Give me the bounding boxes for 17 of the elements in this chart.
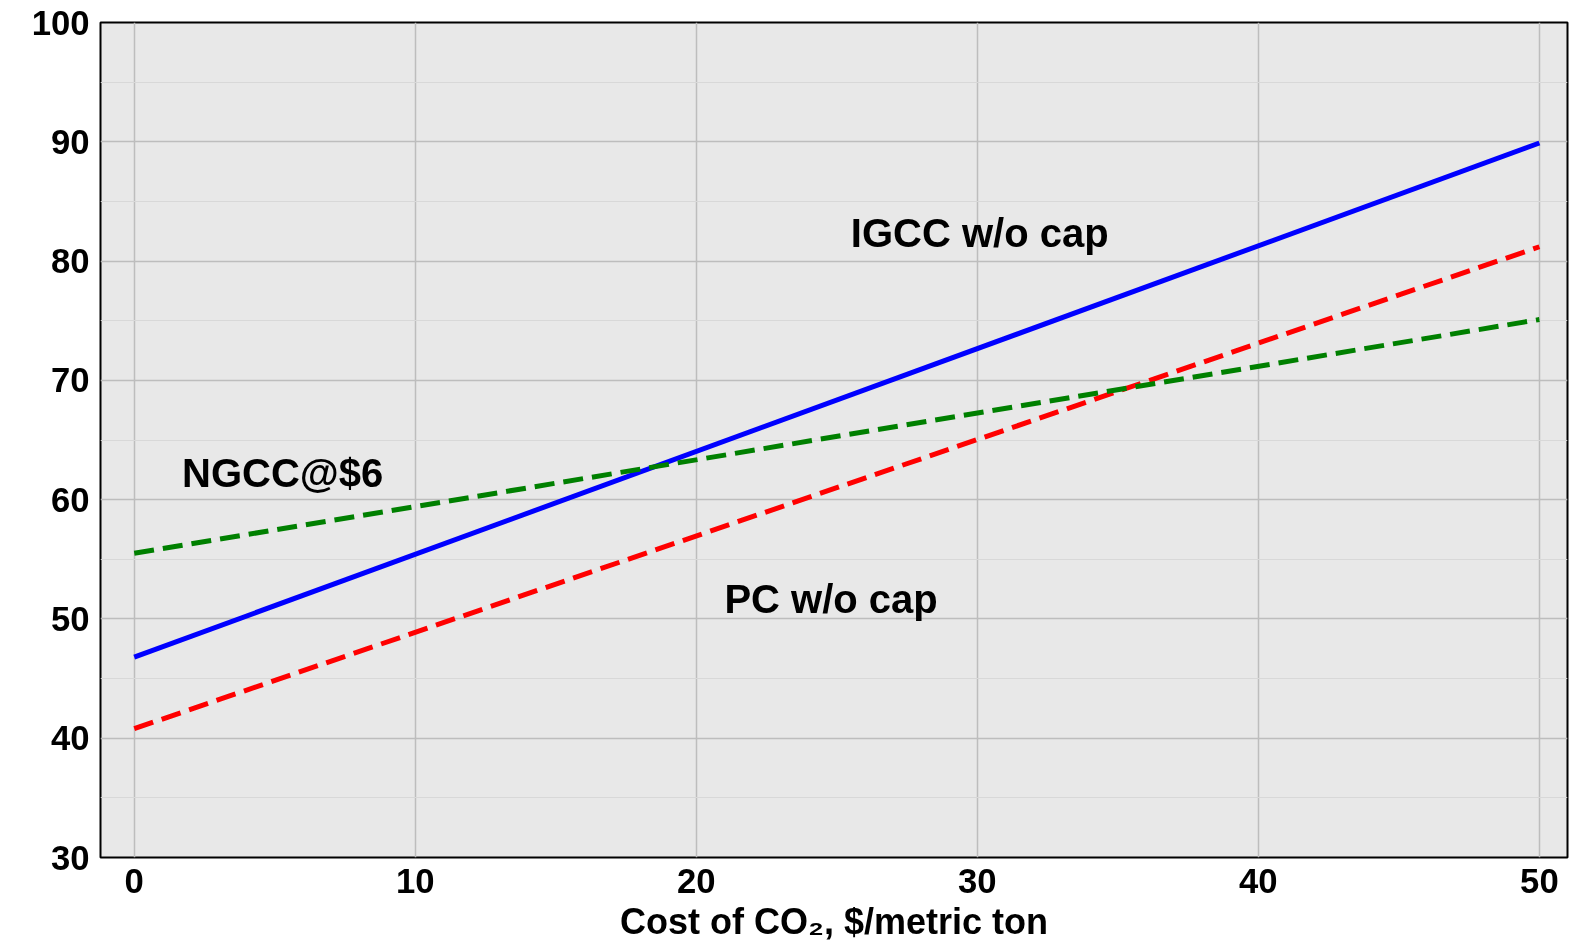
y-tick-label: 60: [50, 480, 90, 519]
series-label: IGCC w/o cap: [850, 211, 1109, 256]
y-tick-label: 80: [50, 242, 90, 281]
x-tick-label: 0: [124, 861, 144, 900]
y-tick-label: 70: [50, 361, 90, 400]
x-tick-label: 10: [395, 861, 435, 900]
y-tick-label: 50: [50, 599, 90, 638]
x-tick-label: 30: [958, 861, 997, 900]
y-tick-label: 40: [50, 719, 90, 758]
x-tick-label: 20: [677, 861, 716, 900]
y-tick-label: 100: [31, 3, 90, 42]
series-label: PC w/o cap: [724, 577, 938, 622]
series-label: NGCC@$6: [182, 450, 384, 495]
x-tick-label: 50: [1520, 861, 1559, 900]
x-axis-title: Cost of CO₂, $/metric ton: [619, 900, 1049, 942]
x-tick-label: 40: [1239, 861, 1278, 900]
y-tick-label: 90: [50, 122, 90, 161]
